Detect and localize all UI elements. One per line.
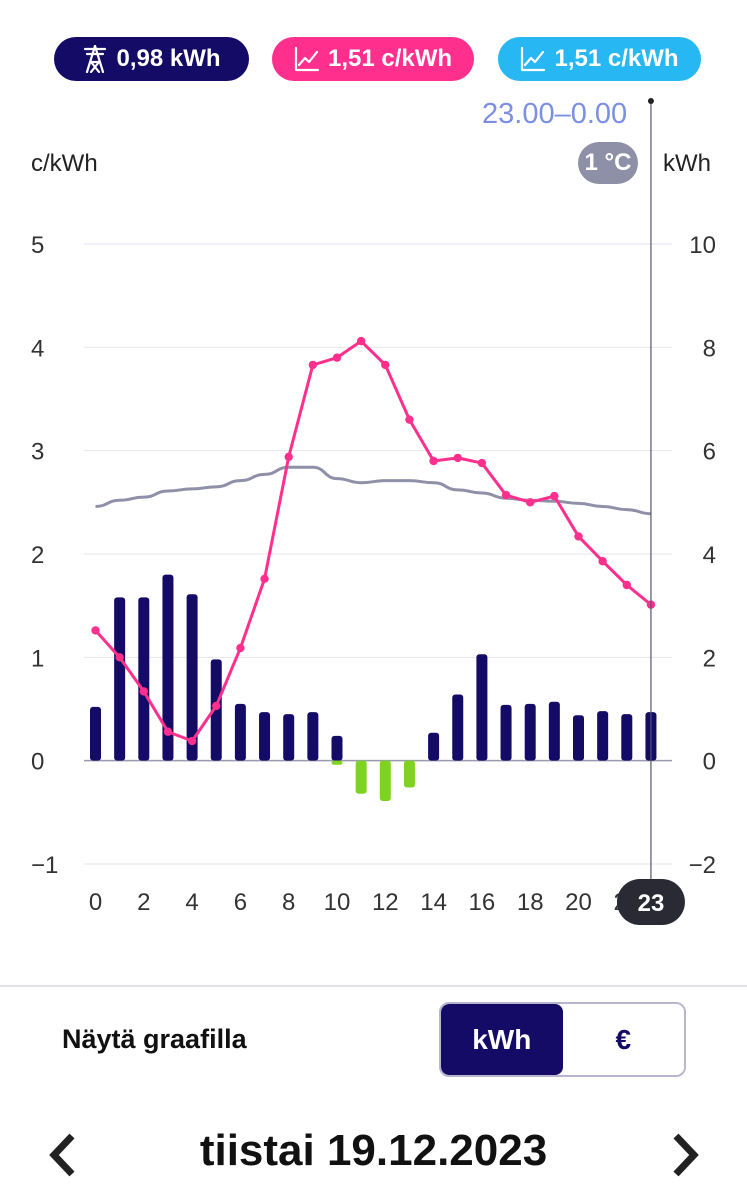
price-point bbox=[163, 727, 173, 736]
price-point bbox=[526, 498, 535, 507]
price-point bbox=[381, 360, 390, 370]
x-axis-tick: 6 bbox=[234, 889, 247, 916]
right-axis-tick: 0 bbox=[703, 749, 716, 776]
right-axis-tick: 6 bbox=[703, 439, 716, 466]
x-axis-tick: 18 bbox=[517, 889, 544, 916]
line-chart-icon bbox=[294, 46, 320, 72]
consumption-bar bbox=[307, 712, 319, 761]
x-axis-tick: 14 bbox=[420, 889, 447, 916]
price-alt-legend-pill[interactable]: 1,51 c/kWh bbox=[498, 37, 701, 81]
consumption-bar bbox=[331, 735, 343, 761]
line-chart-icon bbox=[521, 46, 546, 72]
selected-hour-label: 23 bbox=[638, 890, 665, 917]
price-point bbox=[139, 687, 148, 696]
consumption-bar bbox=[162, 574, 174, 761]
right-axis-tick: 2 bbox=[703, 645, 716, 672]
consumption-bar bbox=[524, 703, 536, 761]
x-axis-tick: 16 bbox=[469, 889, 496, 916]
price-point bbox=[187, 736, 197, 746]
right-axis-tick: 8 bbox=[703, 335, 716, 362]
price-point bbox=[405, 415, 414, 424]
price-point bbox=[284, 452, 293, 462]
price-point bbox=[308, 360, 318, 370]
consumption-bar bbox=[573, 715, 584, 761]
consumption-bar bbox=[476, 654, 488, 761]
date-title: tiistai 19.12.2023 bbox=[199, 1126, 548, 1175]
selection-cursor-dot bbox=[647, 98, 654, 104]
consumption-bar bbox=[597, 711, 609, 761]
unit-euro-button[interactable]: € bbox=[562, 1004, 684, 1075]
x-axis-tick: 20 bbox=[565, 889, 592, 916]
x-axis-tick: 12 bbox=[372, 889, 399, 916]
price-alt-legend-value: 1,51 c/kWh bbox=[554, 45, 679, 72]
right-axis-unit: kWh bbox=[663, 150, 711, 177]
consumption-bar bbox=[283, 714, 295, 761]
divider bbox=[0, 985, 747, 987]
left-axis-tick: 2 bbox=[31, 542, 44, 569]
production-bar bbox=[379, 760, 391, 801]
x-axis-tick: 10 bbox=[324, 889, 351, 916]
temperature-badge: 1 °C bbox=[578, 142, 638, 184]
consumption-bar bbox=[259, 712, 271, 761]
consumption-bar bbox=[500, 704, 512, 761]
price-point bbox=[622, 580, 631, 590]
x-axis-tick: 8 bbox=[282, 889, 295, 916]
price-point bbox=[91, 626, 100, 635]
consumption-bar bbox=[234, 703, 246, 761]
right-axis-tick: −2 bbox=[689, 852, 716, 879]
consumption-legend-value: 0,98 kWh bbox=[116, 45, 221, 72]
left-axis-unit: c/kWh bbox=[31, 150, 98, 177]
x-axis-tick: 4 bbox=[185, 889, 198, 916]
selected-hour-badge bbox=[616, 879, 685, 925]
consumption-bar bbox=[548, 701, 560, 761]
consumption-bar bbox=[90, 706, 101, 761]
production-bar bbox=[403, 760, 415, 788]
production-bar bbox=[331, 760, 343, 765]
consumption-bar bbox=[621, 714, 633, 761]
price-point bbox=[356, 336, 366, 346]
consumption-bar bbox=[428, 732, 440, 761]
right-axis-tick: 4 bbox=[703, 542, 716, 569]
left-axis-tick: −1 bbox=[31, 852, 58, 879]
price-point bbox=[212, 701, 221, 711]
price-point bbox=[574, 532, 583, 541]
price-legend-pill[interactable]: 1,51 c/kWh bbox=[272, 37, 474, 81]
x-axis-tick: 2 bbox=[137, 889, 150, 916]
left-axis-tick: 1 bbox=[31, 645, 44, 672]
price-point bbox=[501, 490, 511, 500]
price-point bbox=[550, 491, 559, 501]
price-point bbox=[453, 453, 462, 463]
selected-time-range: 23.00–0.00 bbox=[482, 98, 628, 130]
consumption-bar bbox=[186, 594, 198, 761]
unit-kwh-button[interactable]: kWh bbox=[441, 1004, 563, 1075]
price-point bbox=[477, 458, 487, 468]
unit-toggle[interactable]: kWh € bbox=[439, 1002, 686, 1077]
left-axis-tick: 3 bbox=[31, 439, 44, 466]
left-axis-tick: 0 bbox=[31, 749, 44, 776]
chevron-right-icon[interactable] bbox=[664, 1130, 704, 1180]
price-point bbox=[332, 353, 342, 362]
date-navigation: tiistai 19.12.2023 bbox=[0, 1118, 747, 1188]
right-axis-tick: 10 bbox=[689, 232, 716, 259]
price-line bbox=[94, 339, 652, 743]
price-point bbox=[236, 643, 245, 653]
left-axis-tick: 4 bbox=[31, 335, 44, 362]
price-point bbox=[598, 557, 607, 566]
power-pylon-icon bbox=[84, 45, 107, 73]
chart-toggle-label: Näytä graafilla bbox=[62, 1024, 247, 1054]
price-point bbox=[260, 574, 269, 583]
price-legend-value: 1,51 c/kWh bbox=[327, 45, 453, 72]
price-point bbox=[429, 456, 438, 466]
production-bar bbox=[355, 760, 367, 794]
consumption-legend-pill[interactable]: 0,98 kWh bbox=[54, 37, 249, 81]
left-axis-tick: 5 bbox=[31, 232, 44, 259]
consumption-bar bbox=[452, 694, 464, 761]
price-point bbox=[115, 653, 124, 662]
consumption-bar bbox=[138, 597, 150, 761]
chevron-left-icon[interactable] bbox=[44, 1130, 84, 1180]
consumption-bar bbox=[114, 597, 126, 761]
temperature-line bbox=[95, 465, 651, 516]
x-axis-tick: 0 bbox=[89, 889, 102, 916]
